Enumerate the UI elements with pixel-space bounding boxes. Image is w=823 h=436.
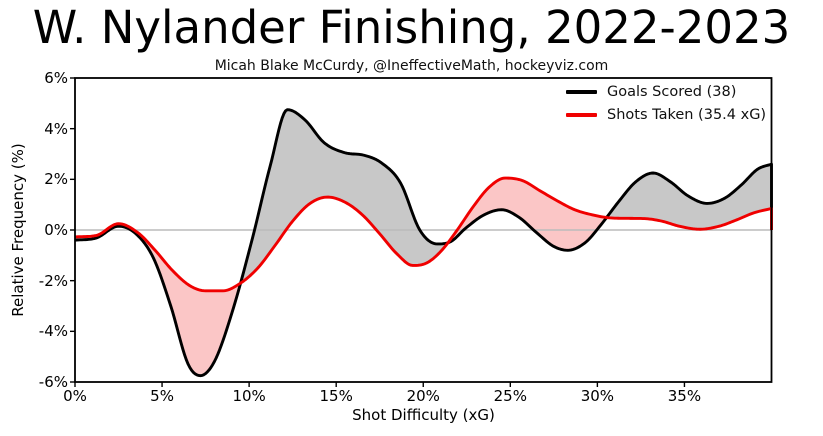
x-tick-label: 25% xyxy=(493,387,527,405)
page-title-text: W. Nylander Finishing, 2022-2023 xyxy=(32,1,791,54)
legend-entry-shots: Shots Taken (35.4 xG) xyxy=(566,107,766,123)
y-tick-label: 0% xyxy=(44,221,68,239)
fill-region-pink xyxy=(447,178,607,251)
x-tick-label: 10% xyxy=(232,387,266,405)
y-tick-label: -4% xyxy=(38,322,68,341)
legend-entry-goals: Goals Scored (38) xyxy=(566,84,766,100)
x-tick-label: 30% xyxy=(580,387,615,405)
shots-line-swatch xyxy=(566,113,597,117)
y-tick-label: 2% xyxy=(44,170,68,189)
y-tick-label: -2% xyxy=(38,271,68,290)
shots-curve xyxy=(74,176,773,293)
goals-line-swatch xyxy=(566,90,597,94)
fill-region-pink xyxy=(75,223,241,376)
y-tick-label: -6% xyxy=(38,373,68,391)
legend-label-shots: Shots Taken (35.4 xG) xyxy=(607,107,767,123)
x-tick-label: 35% xyxy=(667,387,702,405)
y-tick-label: 4% xyxy=(44,119,68,138)
x-tick-label: 20% xyxy=(406,387,440,405)
legend-label-goals: Goals Scored (38) xyxy=(607,84,737,100)
fill-region-gray xyxy=(240,109,448,284)
page-title: W. Nylander Finishing, 2022-2023 xyxy=(0,1,823,55)
x-axis-label: Shot Difficulty (xG) xyxy=(352,406,495,424)
goals-curve xyxy=(74,108,773,378)
chart-subtitle: Micah Blake McCurdy, @IneffectiveMath, h… xyxy=(214,58,609,74)
x-tick-label: 0% xyxy=(63,387,87,405)
legend: Goals Scored (38) Shots Taken (35.4 xG) xyxy=(566,84,766,123)
x-tick-label: 5% xyxy=(150,387,174,405)
x-tick-label: 15% xyxy=(319,387,353,405)
y-tick-label: 6% xyxy=(44,69,68,87)
